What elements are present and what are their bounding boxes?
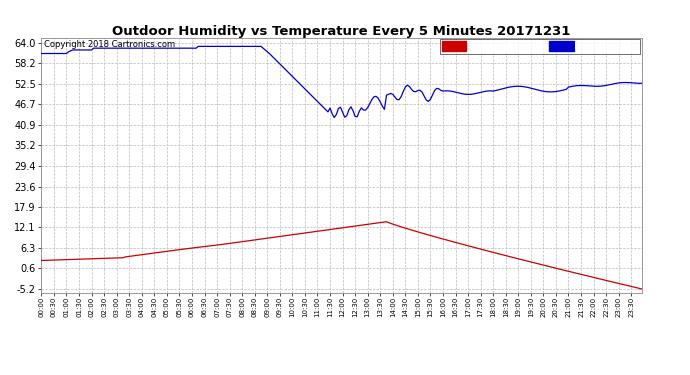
Legend: Temperature (°F), Humidity (%): Temperature (°F), Humidity (%) — [440, 39, 640, 54]
Text: Copyright 2018 Cartronics.com: Copyright 2018 Cartronics.com — [44, 40, 175, 49]
Title: Outdoor Humidity vs Temperature Every 5 Minutes 20171231: Outdoor Humidity vs Temperature Every 5 … — [112, 24, 571, 38]
